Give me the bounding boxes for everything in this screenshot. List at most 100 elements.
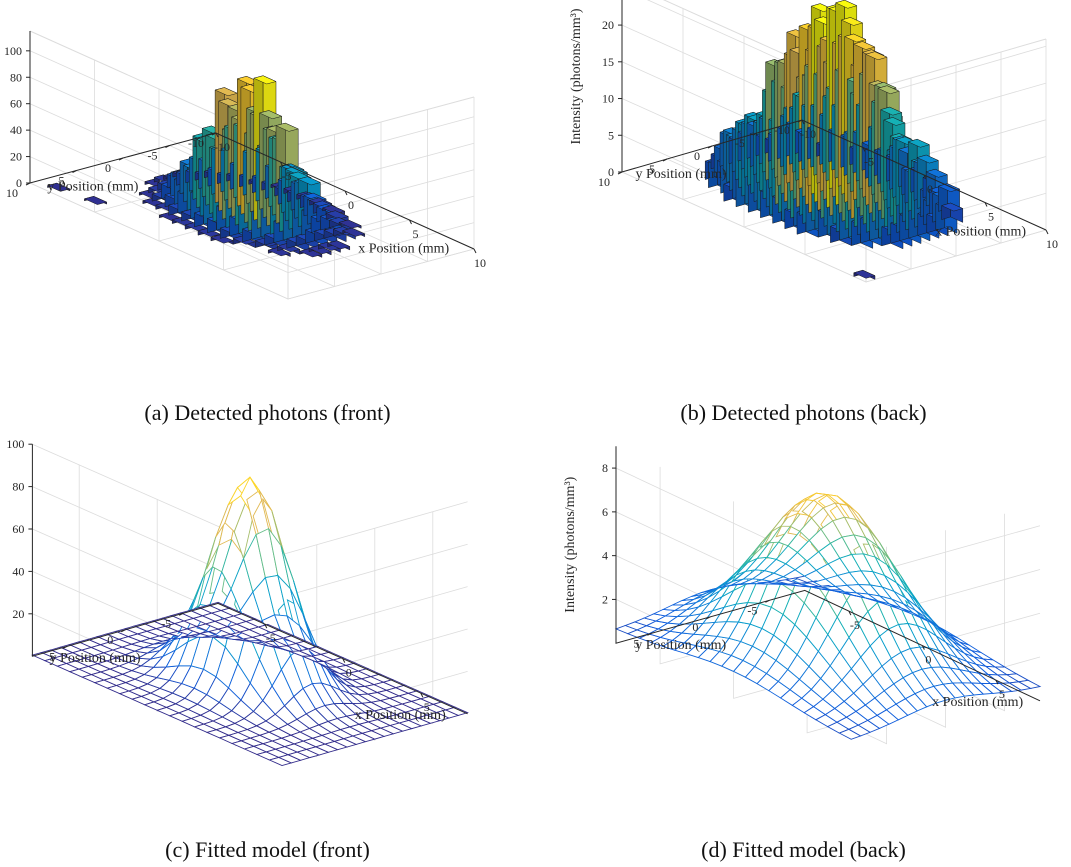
data-marks — [47, 75, 366, 258]
x-tick — [921, 645, 925, 650]
bar-face-top — [253, 75, 277, 85]
x-tick-label: 0 — [346, 666, 352, 680]
x-tick — [848, 610, 852, 616]
bar-face-top — [299, 248, 323, 258]
y-tick — [118, 157, 124, 161]
y-tick-label: 10 — [6, 186, 18, 200]
bar-face-top — [214, 87, 238, 97]
x-tick — [409, 219, 412, 225]
y-tick-label: 0 — [692, 620, 698, 634]
x-tick-label: -10 — [214, 140, 230, 154]
y-tick-label: 5 — [649, 162, 655, 176]
data-marks — [614, 492, 1042, 740]
y-tick — [165, 145, 170, 148]
x-tick-label: 0 — [348, 198, 354, 212]
chart-d: -5 0 5 -5 0 5 2 4 6 8 x Position (mm) y Position (m… — [563, 446, 1042, 754]
data-marks — [704, 0, 964, 280]
y-tick-label: 5 — [633, 636, 639, 650]
bar-face-top — [880, 106, 903, 116]
bar-face-top — [210, 234, 234, 244]
z-tick-label: 20 — [602, 18, 614, 32]
panel-c: -5 0 5 -5 0 5 20 40 60 80 100 x Position (mm) y Posi… — [0, 434, 535, 867]
x-tick-label: -5 — [850, 618, 860, 632]
bar-face-top — [327, 240, 351, 250]
x-tick-label: 10 — [474, 256, 486, 270]
axis-line — [615, 446, 1041, 702]
x-tick — [280, 161, 283, 167]
bar — [84, 196, 107, 205]
axis-lines — [617, 0, 1049, 235]
x-tick — [215, 132, 219, 138]
bar-face-top — [342, 227, 366, 237]
bar-face-top — [84, 196, 107, 205]
z-tick-label: 0 — [16, 176, 22, 190]
z-axis-label: Intensity (photons/mm³) — [563, 476, 578, 612]
tick-labels: -5 0 5 -5 0 5 2 4 6 8 — [602, 461, 1005, 701]
axis-labels: x Position (mm)y Position (mm)Intensity … — [47, 180, 449, 257]
y-tick — [647, 632, 652, 636]
z-tick-label: 80 — [12, 480, 24, 494]
bar-face-top — [883, 117, 906, 126]
z-tick-label: 40 — [10, 123, 22, 137]
z-tick-label: 60 — [12, 522, 24, 536]
bar — [327, 240, 351, 251]
x-tick — [344, 190, 348, 196]
y-tick — [797, 119, 803, 123]
bar-face-top — [47, 182, 71, 192]
bar-face-top — [297, 176, 321, 186]
axis-lines — [25, 31, 477, 254]
axis-labels: x Position (mm)y Position (mm)Intensity … — [50, 651, 447, 723]
x-tick-label: -10 — [800, 127, 816, 141]
panel-d: -5 0 5 -5 0 5 2 4 6 8 x Position (mm) y Position (m… — [536, 434, 1071, 867]
x-tick — [473, 248, 477, 254]
bar — [338, 219, 362, 229]
z-tick-label: 8 — [602, 461, 608, 475]
y-axis-label: y Position (mm) — [47, 180, 138, 195]
bar-face-top — [844, 33, 867, 43]
x-axis-label: x Position (mm) — [932, 695, 1023, 710]
bar-face-top — [853, 269, 876, 279]
x-tick — [923, 174, 927, 180]
axis-labels: x Position (mm) y Position (mm) Intensity … — [563, 476, 1024, 710]
bar-face-top — [941, 202, 964, 212]
y-tick-label: -10 — [188, 136, 204, 150]
y-tick — [72, 170, 77, 173]
y-tick — [211, 132, 217, 136]
bar — [325, 210, 349, 223]
z-tick-label: 20 — [10, 150, 22, 164]
bar-face-top — [197, 228, 221, 237]
x-tick-label: -5 — [282, 169, 292, 183]
caption-d: (d) Fitted model (back) — [701, 837, 906, 862]
bar-face-top — [907, 138, 930, 148]
x-axis-label: x Position (mm) — [355, 708, 446, 723]
y-tick-label: 5 — [59, 174, 65, 188]
y-axis-label: y Position (mm) — [50, 651, 141, 666]
x-tick — [420, 692, 424, 698]
y-tick-label: 0 — [107, 633, 113, 647]
x-tick-label: 5 — [424, 700, 430, 714]
x-tick-label: 0 — [925, 653, 931, 667]
x-tick — [342, 658, 346, 663]
bar-face-top — [275, 122, 299, 132]
z-tick-label: 10 — [602, 92, 614, 106]
x-tick — [264, 623, 268, 629]
x-tick-label: 5 — [413, 227, 419, 241]
y-tick-label: -5 — [148, 149, 158, 163]
bar-face-top — [865, 51, 888, 61]
y-tick — [178, 612, 184, 616]
x-tick — [984, 202, 988, 207]
axis-line — [31, 444, 468, 715]
bar — [853, 269, 876, 280]
x-tick-label: 5 — [988, 210, 994, 224]
x-axis-label: x Position (mm) — [358, 241, 449, 256]
y-tick — [662, 158, 668, 162]
z-tick-label: 80 — [10, 70, 22, 84]
y-axis-label: y Position (mm) — [635, 638, 726, 653]
z-tick-label: 6 — [602, 505, 608, 519]
z-tick-label: 0 — [608, 165, 614, 179]
